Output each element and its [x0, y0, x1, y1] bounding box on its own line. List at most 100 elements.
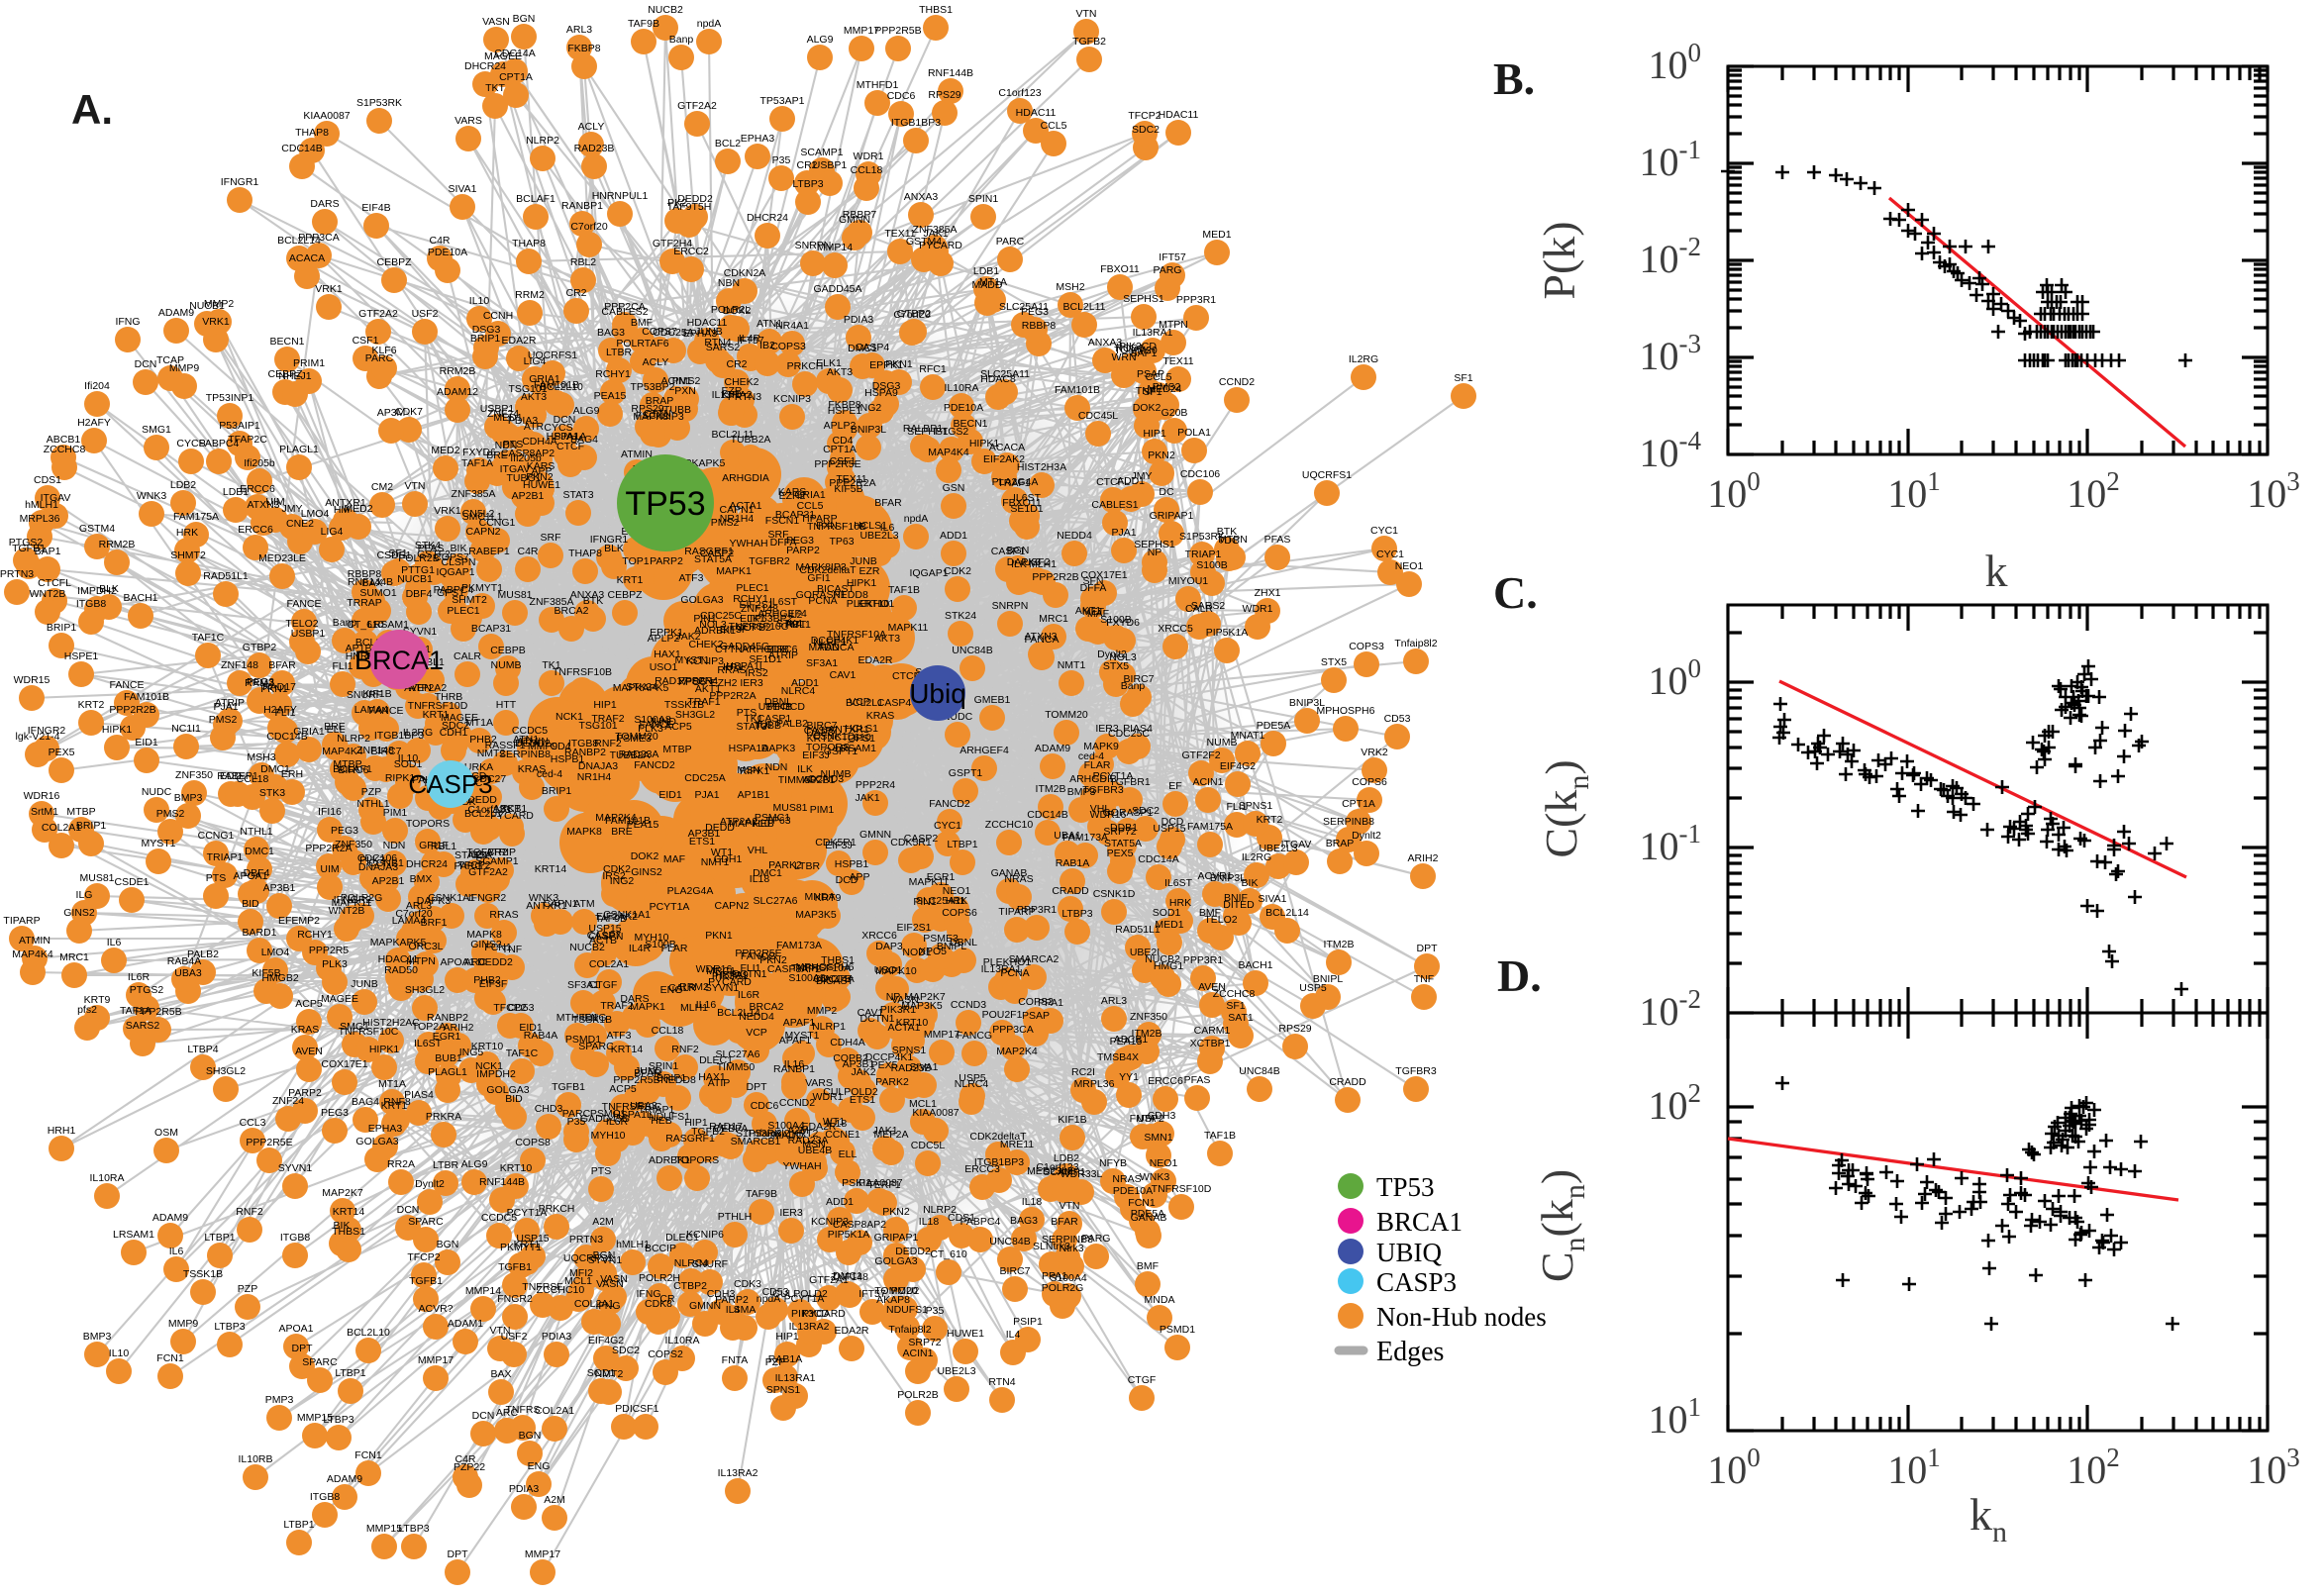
svg-text:BAX: BAX [490, 1368, 511, 1380]
svg-text:LTBP1: LTBP1 [335, 1367, 365, 1379]
svg-text:hMLH1: hMLH1 [25, 499, 58, 511]
svg-text:TFAP2C: TFAP2C [228, 434, 267, 446]
svg-text:CDC14A: CDC14A [813, 973, 854, 985]
svg-text:FLI1: FLI1 [274, 707, 295, 719]
svg-text:LIG4: LIG4 [321, 526, 344, 538]
svg-text:MT1A: MT1A [979, 276, 1007, 288]
svg-text:CCDC5: CCDC5 [481, 1212, 517, 1224]
svg-text:DSG3: DSG3 [472, 324, 501, 336]
svg-text:ATRIP: ATRIP [215, 697, 245, 709]
svg-text:BRE: BRE [486, 449, 508, 461]
svg-text:TFCP2: TFCP2 [457, 859, 490, 871]
svg-text:BID: BID [505, 1093, 523, 1105]
svg-text:NTHL1: NTHL1 [240, 826, 272, 838]
svg-text:FANCG: FANCG [957, 1030, 992, 1042]
svg-text:PKN2: PKN2 [882, 1206, 910, 1218]
svg-text:COL2A1: COL2A1 [535, 1405, 574, 1417]
svg-text:BCL2L10: BCL2L10 [540, 381, 583, 393]
svg-text:PARG: PARG [454, 860, 483, 872]
svg-text:KCNIP6: KCNIP6 [686, 1229, 724, 1241]
svg-text:PZP: PZP [361, 786, 381, 798]
svg-text:RNF144B: RNF144B [348, 576, 393, 588]
svg-text:HIPK1: HIPK1 [102, 724, 133, 736]
svg-text:WDR15: WDR15 [14, 674, 50, 686]
svg-text:IFNG: IFNG [595, 1300, 620, 1312]
svg-text:ZNF350: ZNF350 [1130, 1011, 1167, 1023]
svg-text:PCYT1A: PCYT1A [650, 901, 690, 913]
svg-text:Tnfaip8l2: Tnfaip8l2 [888, 1324, 931, 1336]
svg-text:GRIPAP1: GRIPAP1 [874, 1232, 919, 1244]
svg-text:GSPT1: GSPT1 [949, 767, 983, 779]
svg-text:NUCB1: NUCB1 [397, 573, 433, 585]
svg-text:APAF1: APAF1 [783, 1017, 816, 1029]
svg-text:PEG3: PEG3 [331, 825, 358, 837]
svg-text:YWHAH: YWHAH [729, 538, 767, 549]
svg-text:ENG: ENG [660, 984, 683, 996]
svg-text:PPP2R5E: PPP2R5E [814, 458, 860, 470]
svg-text:BCLAF1: BCLAF1 [516, 193, 556, 205]
svg-text:ARL3: ARL3 [406, 900, 432, 912]
svg-text:MAP2K7: MAP2K7 [322, 1187, 363, 1199]
svg-text:PSME3: PSME3 [923, 933, 959, 945]
svg-text:CASP3: CASP3 [408, 769, 492, 799]
svg-text:ACVR?: ACVR? [418, 1303, 453, 1315]
svg-text:BLK: BLK [604, 543, 624, 554]
svg-text:SLC25A11: SLC25A11 [999, 301, 1049, 313]
svg-text:ZNF350: ZNF350 [175, 769, 213, 781]
svg-text:CALR: CALR [454, 650, 481, 662]
svg-text:TGFB1: TGFB1 [409, 1275, 443, 1287]
svg-text:ILK: ILK [1011, 558, 1027, 570]
svg-text:IL2RG: IL2RG [1349, 353, 1378, 365]
svg-text:NFYB: NFYB [1099, 1157, 1127, 1169]
svg-text:IQGAP1: IQGAP1 [909, 567, 948, 579]
svg-text:G20B: G20B [1162, 407, 1188, 419]
svg-text:IFNGR1: IFNGR1 [590, 534, 629, 546]
svg-text:FSCN1: FSCN1 [765, 515, 800, 527]
svg-text:Tnfaip8l2: Tnfaip8l2 [1394, 638, 1437, 649]
svg-text:CRADD: CRADD [1052, 885, 1089, 897]
svg-text:CSNK1D: CSNK1D [1093, 888, 1136, 900]
svg-text:XPO5: XPO5 [919, 946, 947, 957]
svg-text:MAP2K7: MAP2K7 [904, 991, 946, 1003]
svg-text:ETS1: ETS1 [850, 1094, 875, 1106]
svg-text:HDAC11: HDAC11 [378, 953, 419, 965]
svg-text:GOLGA3: GOLGA3 [680, 594, 723, 606]
svg-text:CTCF: CTCF [556, 441, 584, 452]
svg-text:KIF1B: KIF1B [1058, 1114, 1086, 1126]
svg-text:JAK1: JAK1 [855, 792, 879, 804]
svg-text:PXN: PXN [674, 385, 696, 397]
svg-text:BGN: BGN [437, 1239, 459, 1250]
svg-text:ACIN1: ACIN1 [1193, 776, 1224, 788]
svg-text:ELL: ELL [839, 1148, 858, 1160]
svg-text:DEDD2: DEDD2 [515, 738, 551, 749]
svg-text:CYC1: CYC1 [1376, 549, 1404, 560]
svg-text:KIAA0087: KIAA0087 [856, 1177, 902, 1189]
svg-text:SLC27A6: SLC27A6 [716, 1048, 760, 1060]
svg-text:HAX1: HAX1 [654, 648, 681, 660]
svg-text:ANTXR1: ANTXR1 [526, 900, 567, 912]
svg-text:ITGAV: ITGAV [1281, 839, 1312, 850]
svg-text:ADAM9: ADAM9 [327, 1473, 362, 1485]
svg-text:MAGEE: MAGEE [441, 712, 478, 724]
svg-text:PFAS: PFAS [1184, 1074, 1211, 1086]
svg-text:AVEN: AVEN [295, 1046, 323, 1057]
svg-text:Banp: Banp [333, 617, 357, 629]
svg-text:ARIH2: ARIH2 [1408, 852, 1439, 864]
svg-text:BRCA2: BRCA2 [554, 605, 588, 617]
svg-text:MED23LE: MED23LE [258, 552, 306, 564]
svg-text:BCAP31: BCAP31 [471, 623, 511, 635]
svg-text:PTS: PTS [206, 872, 226, 884]
svg-text:NLRC4: NLRC4 [955, 1078, 989, 1090]
svg-text:PTS: PTS [591, 1165, 611, 1177]
svg-text:PIN1: PIN1 [693, 613, 717, 625]
svg-text:BFAR: BFAR [874, 497, 902, 509]
svg-text:MLH1: MLH1 [1029, 558, 1057, 570]
svg-text:LMO4: LMO4 [301, 508, 330, 520]
svg-text:MNDA: MNDA [805, 891, 836, 903]
svg-text:RAD17: RAD17 [709, 1121, 743, 1133]
svg-text:LTBP1: LTBP1 [283, 1519, 314, 1531]
svg-text:CYCS: CYCS [544, 422, 572, 434]
svg-text:SIVA1: SIVA1 [1259, 893, 1287, 905]
svg-text:IFT57: IFT57 [1159, 251, 1186, 263]
svg-text:GINS2: GINS2 [470, 939, 502, 950]
